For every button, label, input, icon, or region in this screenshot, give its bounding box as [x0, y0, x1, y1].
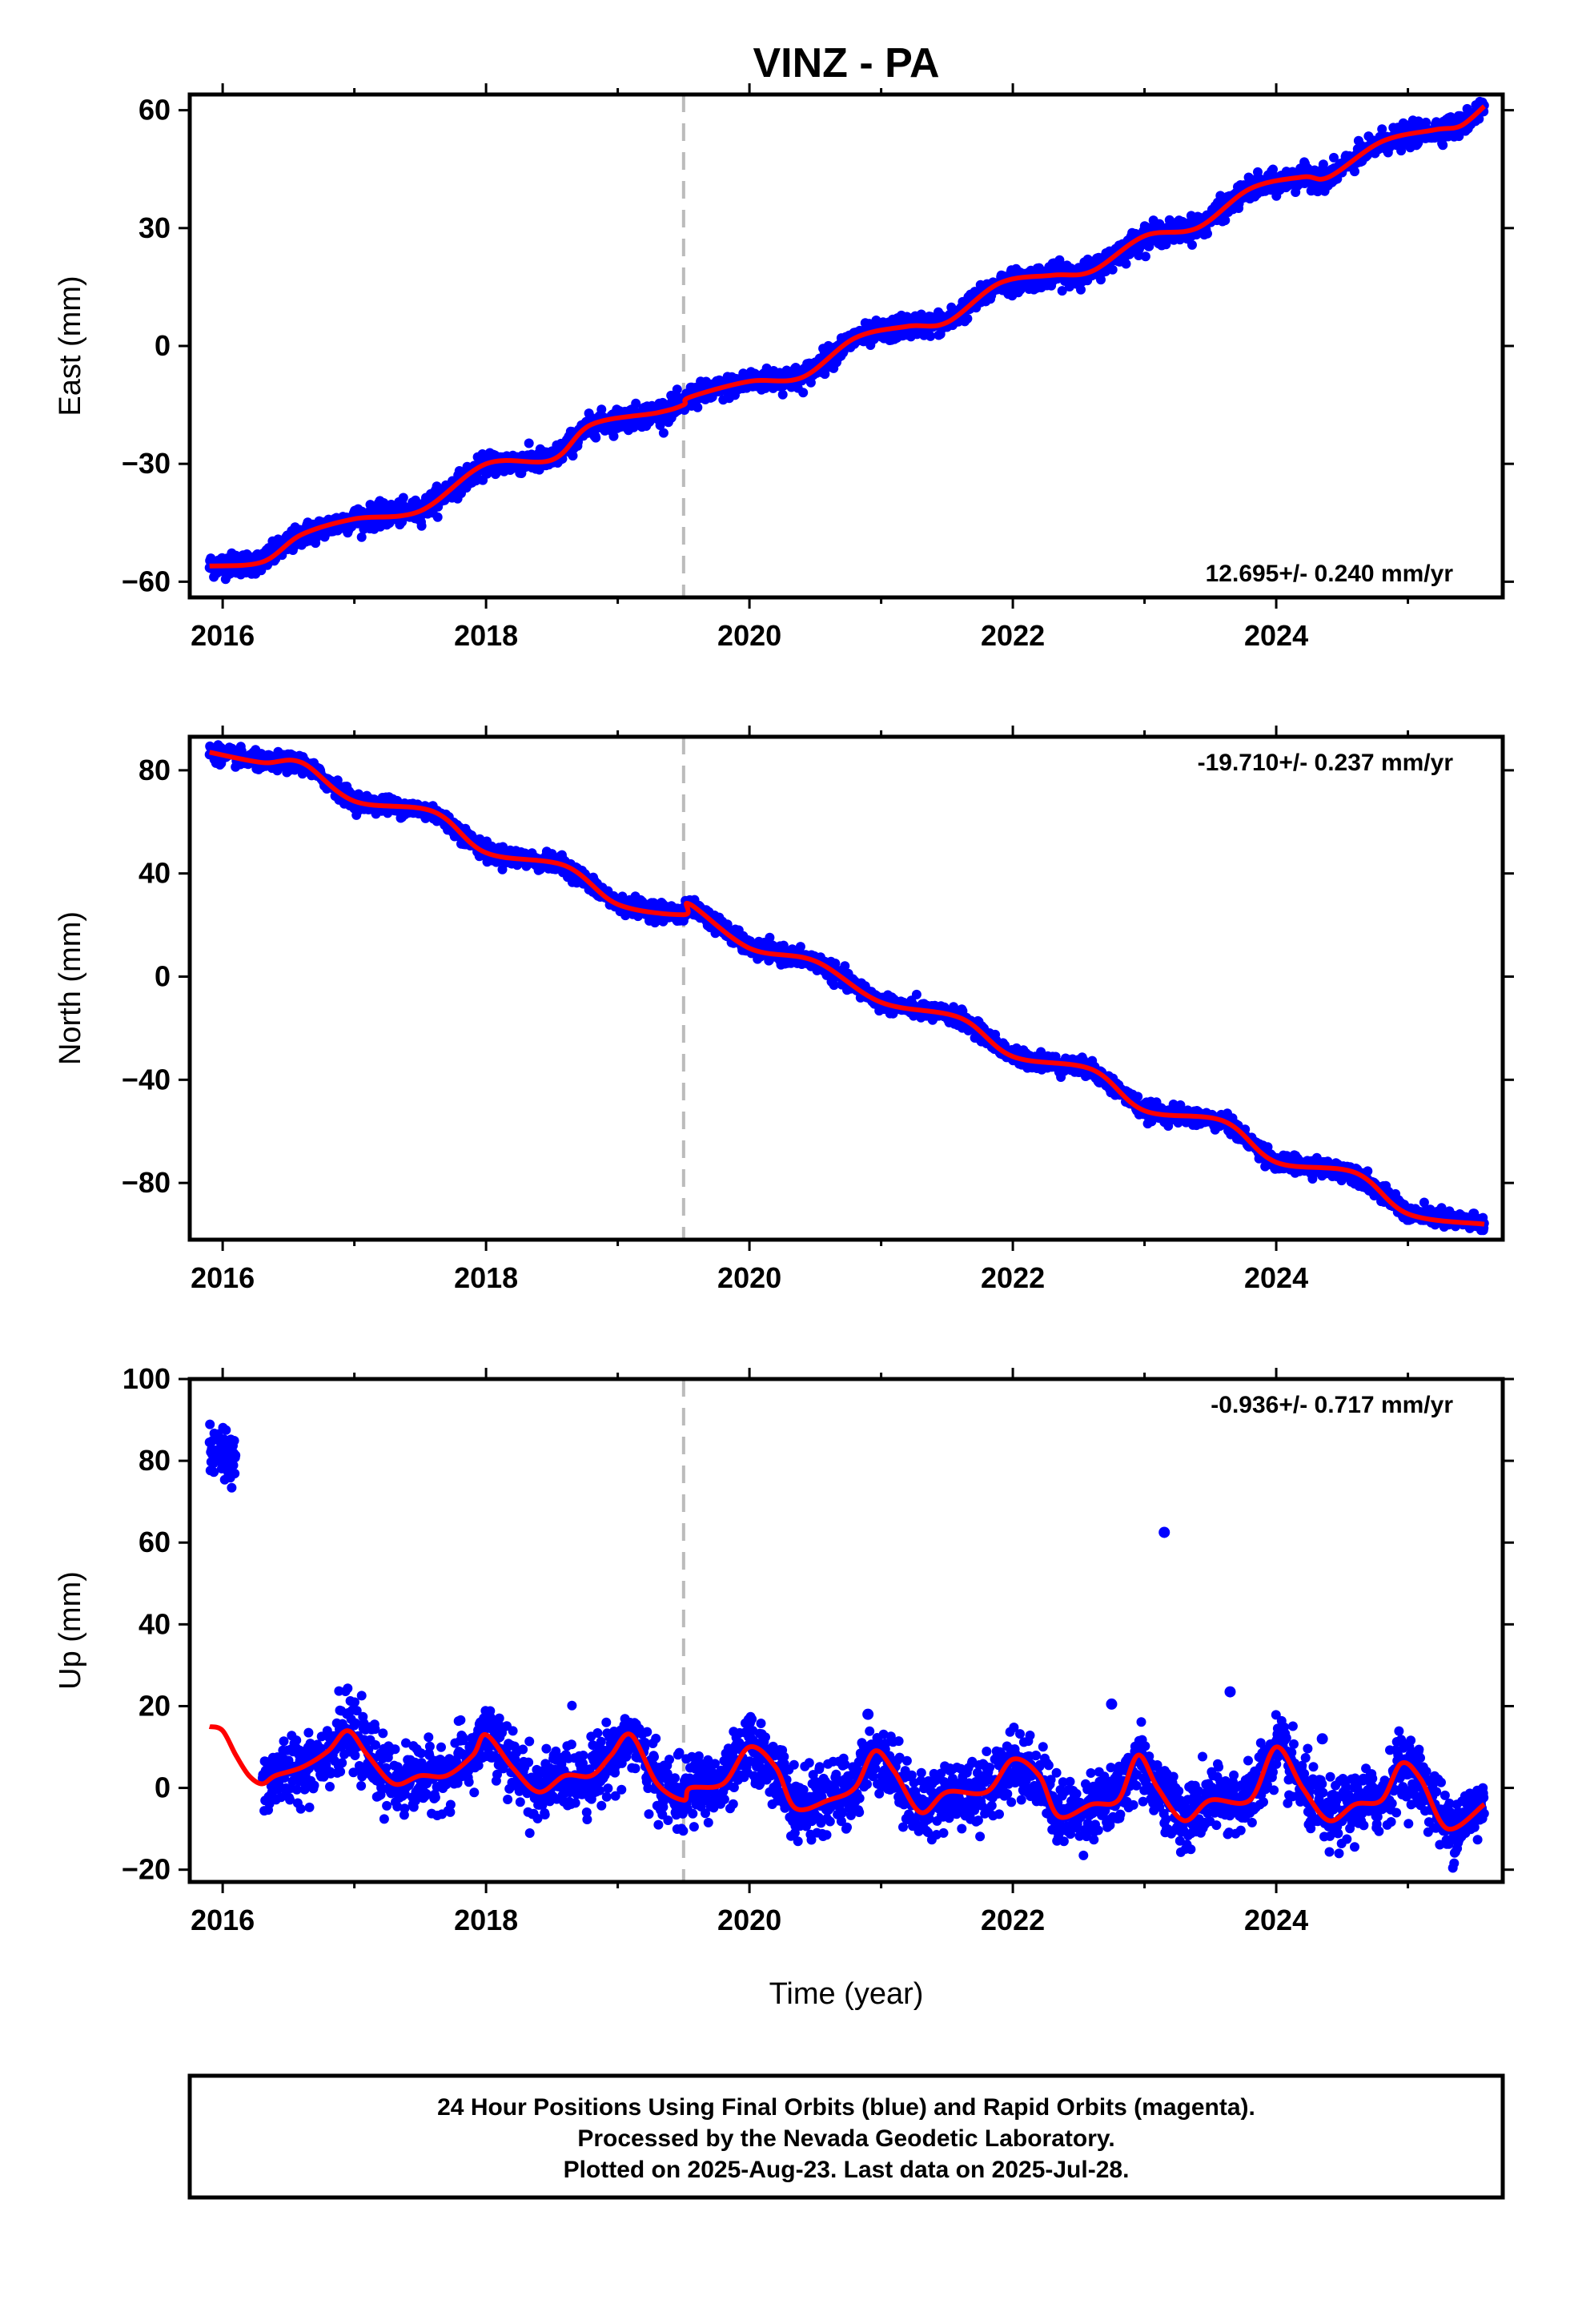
data-point — [631, 398, 641, 408]
data-point — [568, 451, 578, 461]
data-point — [693, 402, 703, 412]
data-point — [658, 428, 669, 438]
figure-title: VINZ - PA — [753, 40, 939, 86]
y-tick-label: −30 — [122, 447, 171, 480]
y-tick-label: 30 — [139, 211, 171, 244]
plot-area — [204, 737, 1489, 1240]
data-point — [608, 431, 619, 441]
y-axis-title: East (mm) — [54, 275, 87, 416]
data-point — [840, 961, 850, 971]
data-point — [397, 517, 408, 527]
data-point — [356, 532, 367, 542]
data-point — [1140, 251, 1150, 262]
data-point — [482, 468, 492, 479]
data-point — [830, 959, 841, 968]
x-tick-label: 2022 — [981, 619, 1045, 652]
data-point — [795, 942, 805, 952]
data-point — [805, 377, 816, 388]
data-point — [596, 404, 607, 415]
data-point — [777, 389, 788, 400]
data-point — [1377, 124, 1387, 135]
data-point — [1438, 140, 1448, 151]
y-tick-label: 60 — [139, 94, 171, 127]
data-point — [1107, 264, 1118, 275]
data-point — [722, 919, 733, 930]
data-point — [1057, 286, 1067, 296]
data-points — [204, 740, 1489, 1236]
data-point — [524, 438, 534, 448]
data-point — [798, 388, 809, 398]
x-tick-label: 2020 — [717, 619, 781, 652]
y-tick-label: −60 — [122, 565, 171, 597]
data-point — [1121, 259, 1131, 269]
x-tick-label: 2018 — [454, 619, 518, 652]
data-point — [1268, 164, 1278, 175]
data-point — [591, 432, 601, 443]
data-point — [765, 932, 775, 943]
east-panel: 2016 2018 2020 2022 2024 −60 −30 0 30 60 East (mm)… — [54, 83, 1514, 652]
data-point — [332, 775, 343, 786]
model-line — [209, 104, 1486, 569]
data-point — [1187, 239, 1197, 250]
data-point — [962, 313, 973, 324]
data-point — [672, 384, 682, 395]
y-tick-label: 0 — [155, 329, 171, 362]
data-point — [398, 493, 408, 503]
data-point — [829, 980, 839, 991]
data-point — [1096, 275, 1106, 285]
data-point — [820, 369, 830, 380]
data-point — [926, 331, 936, 341]
data-point — [1329, 152, 1339, 163]
data-point — [432, 512, 443, 522]
plot-area — [204, 94, 1489, 597]
data-point — [1203, 228, 1212, 239]
data-point — [911, 989, 921, 999]
data-point — [1076, 284, 1086, 295]
rate-label: 12.695+/- 0.240 mm/yr — [1206, 561, 1454, 587]
x-tick-label: 2024 — [1244, 619, 1308, 652]
x-tick-label: 2016 — [191, 619, 255, 652]
data-point — [416, 521, 427, 531]
data-point — [1220, 215, 1231, 226]
data-point — [1350, 167, 1359, 177]
